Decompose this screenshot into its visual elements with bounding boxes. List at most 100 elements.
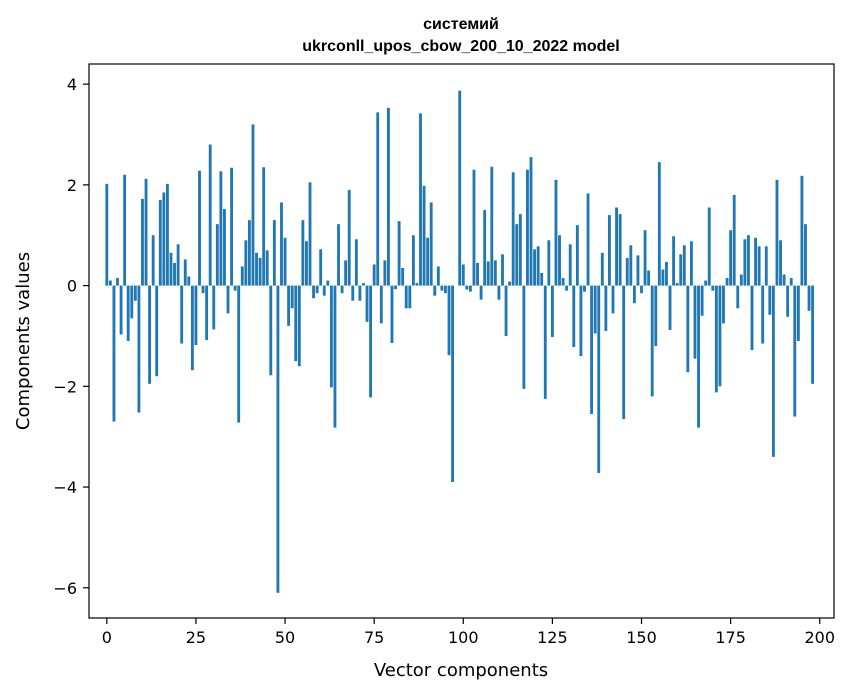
bar-23 [187, 276, 191, 286]
bar-10 [141, 198, 144, 286]
bar-45 [265, 250, 269, 286]
bar-175 [729, 230, 733, 286]
bar-145 [622, 285, 626, 420]
bar-198 [811, 285, 815, 384]
bar-186 [768, 285, 772, 315]
bar-163 [686, 285, 690, 373]
bar-11 [144, 178, 148, 286]
bar-107 [486, 261, 490, 286]
bar-85 [408, 285, 412, 309]
bar-153 [650, 285, 654, 397]
bar-174 [725, 278, 729, 286]
x-tick-label-25: 25 [186, 628, 206, 647]
bar-38 [240, 266, 244, 286]
bar-136 [590, 285, 594, 415]
bar-60 [319, 249, 323, 286]
bar-118 [526, 169, 529, 286]
bar-39 [244, 240, 248, 286]
bar-93 [436, 266, 440, 286]
bar-135 [586, 193, 590, 286]
bar-34 [226, 285, 230, 314]
bar-105 [479, 285, 483, 300]
bar-183 [757, 246, 761, 286]
bar-91 [429, 202, 433, 286]
bar-37 [237, 285, 241, 423]
bar-179 [743, 239, 747, 286]
bar-94 [440, 285, 444, 291]
bar-159 [672, 236, 676, 286]
bar-167 [700, 285, 704, 316]
bar-119 [529, 157, 533, 286]
bar-64 [333, 285, 337, 428]
bar-series [105, 90, 815, 593]
x-tick-label-0: 0 [102, 628, 112, 647]
bar-109 [493, 260, 497, 286]
bar-170 [711, 285, 715, 291]
bar-134 [583, 285, 586, 292]
bar-110 [497, 285, 501, 300]
bar-96 [447, 285, 451, 356]
bar-151 [643, 230, 647, 286]
bar-120 [533, 249, 536, 286]
x-tick-label-125: 125 [537, 628, 568, 647]
bar-35 [230, 167, 234, 286]
bar-192 [789, 278, 793, 286]
bar-74 [369, 285, 373, 398]
bar-100 [461, 264, 465, 286]
bar-150 [640, 285, 643, 294]
bar-126 [554, 179, 558, 286]
bar-160 [675, 283, 679, 286]
bar-54 [297, 285, 301, 367]
bar-188 [775, 179, 779, 286]
bar-88 [419, 113, 422, 286]
bar-73 [365, 285, 369, 322]
bar-27 [201, 285, 205, 294]
bar-77 [379, 285, 383, 324]
bar-166 [697, 285, 700, 428]
bar-20 [176, 244, 180, 286]
bar-141 [608, 215, 611, 286]
bar-86 [411, 235, 415, 286]
bar-169 [707, 207, 711, 286]
bar-16 [162, 192, 166, 286]
bar-156 [661, 269, 665, 286]
bar-182 [754, 237, 757, 286]
bar-65 [337, 224, 340, 286]
y-tick-label--4: −4 [53, 478, 77, 497]
bar-125 [550, 285, 554, 337]
bar-18 [169, 252, 173, 286]
x-tick-label-200: 200 [804, 628, 835, 647]
bar-95 [444, 285, 447, 294]
bar-83 [401, 267, 405, 286]
plot-area-frame [88, 63, 835, 619]
bar-115 [515, 224, 519, 286]
bar-46 [269, 285, 273, 376]
bar-106 [483, 210, 487, 286]
bar-28 [205, 285, 209, 340]
bar-82 [397, 221, 401, 286]
y-tick-label--6: −6 [53, 579, 77, 598]
bar-171 [714, 285, 718, 393]
bar-122 [540, 273, 544, 286]
x-axis-label: Vector components [374, 660, 548, 681]
bar-2 [112, 285, 116, 422]
bar-178 [739, 274, 743, 286]
bar-52 [290, 285, 294, 309]
bar-133 [579, 285, 583, 357]
y-tick-label--2: −2 [53, 377, 77, 396]
bar-149 [636, 255, 640, 286]
bar-154 [654, 285, 658, 347]
bar-1 [108, 280, 112, 286]
bar-144 [618, 214, 622, 286]
bar-24 [190, 285, 194, 371]
bar-47 [272, 220, 276, 286]
x-axis-ticks: 0 25 50 75 100 125 150 175 200 [102, 618, 835, 647]
y-tick-label-4: 4 [67, 75, 77, 94]
bar-146 [625, 257, 629, 286]
bar-68 [347, 189, 351, 286]
bar-79 [387, 107, 390, 286]
bar-90 [426, 237, 430, 286]
bar-66 [340, 285, 344, 294]
